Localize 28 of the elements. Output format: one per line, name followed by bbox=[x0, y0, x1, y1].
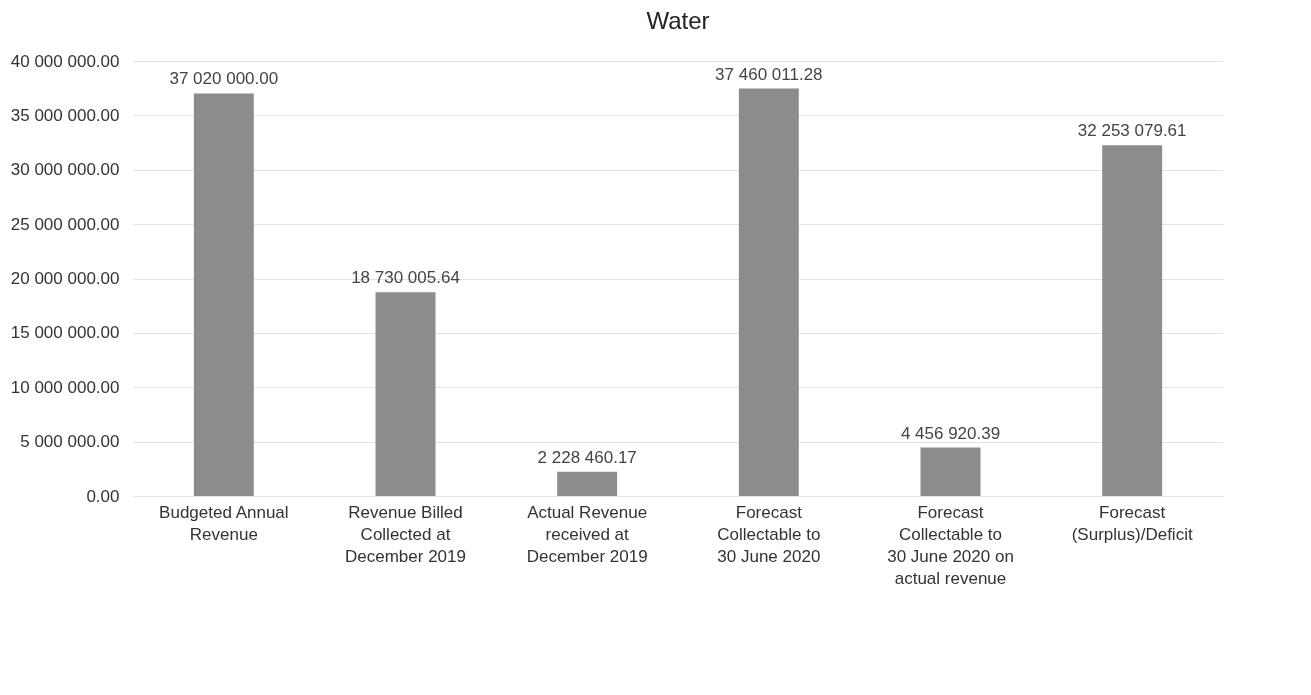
bar bbox=[738, 88, 799, 496]
y-tick-label: 35 000 000.00 bbox=[10, 105, 120, 125]
bar bbox=[920, 447, 981, 496]
x-tick-label: Forecast Collectable to 30 June 2020 on actual revenue bbox=[887, 502, 1014, 588]
data-label: 32 253 079.61 bbox=[1077, 121, 1187, 141]
chart-title: Water bbox=[646, 7, 710, 34]
y-tick-label: 20 000 000.00 bbox=[10, 269, 120, 288]
x-tick-label: Forecast Collectable to 30 June 2020 bbox=[717, 502, 821, 566]
y-tick-label: 10 000 000.00 bbox=[10, 377, 120, 397]
bar bbox=[193, 93, 254, 496]
bar bbox=[1102, 145, 1163, 496]
data-label: 37 020 000.00 bbox=[169, 69, 279, 89]
y-tick-label: 30 000 000.00 bbox=[10, 160, 120, 180]
data-label: 4 456 920.39 bbox=[900, 423, 1001, 443]
y-tick-label: 15 000 000.00 bbox=[10, 323, 120, 343]
x-tick-label: Revenue Billed Collected at December 2019 bbox=[345, 502, 466, 566]
y-tick-label: 5 000 000.00 bbox=[20, 432, 120, 452]
y-tick-label: 40 000 000.00 bbox=[10, 51, 120, 71]
y-tick-label: 0.00 bbox=[86, 486, 120, 506]
data-label: 2 228 460.17 bbox=[537, 447, 637, 467]
data-label: 18 730 005.64 bbox=[351, 268, 460, 288]
x-tick-label: Forecast (Surplus)/Deficit bbox=[1071, 502, 1193, 544]
bar bbox=[557, 471, 618, 496]
y-tick-label: 25 000 000.00 bbox=[10, 214, 120, 234]
data-label: 37 460 011.28 bbox=[715, 64, 823, 84]
x-tick-label: Budgeted Annual Revenue bbox=[159, 502, 289, 544]
x-tick-label: Actual Revenue received at December 2019 bbox=[526, 502, 648, 566]
bar bbox=[375, 292, 436, 496]
